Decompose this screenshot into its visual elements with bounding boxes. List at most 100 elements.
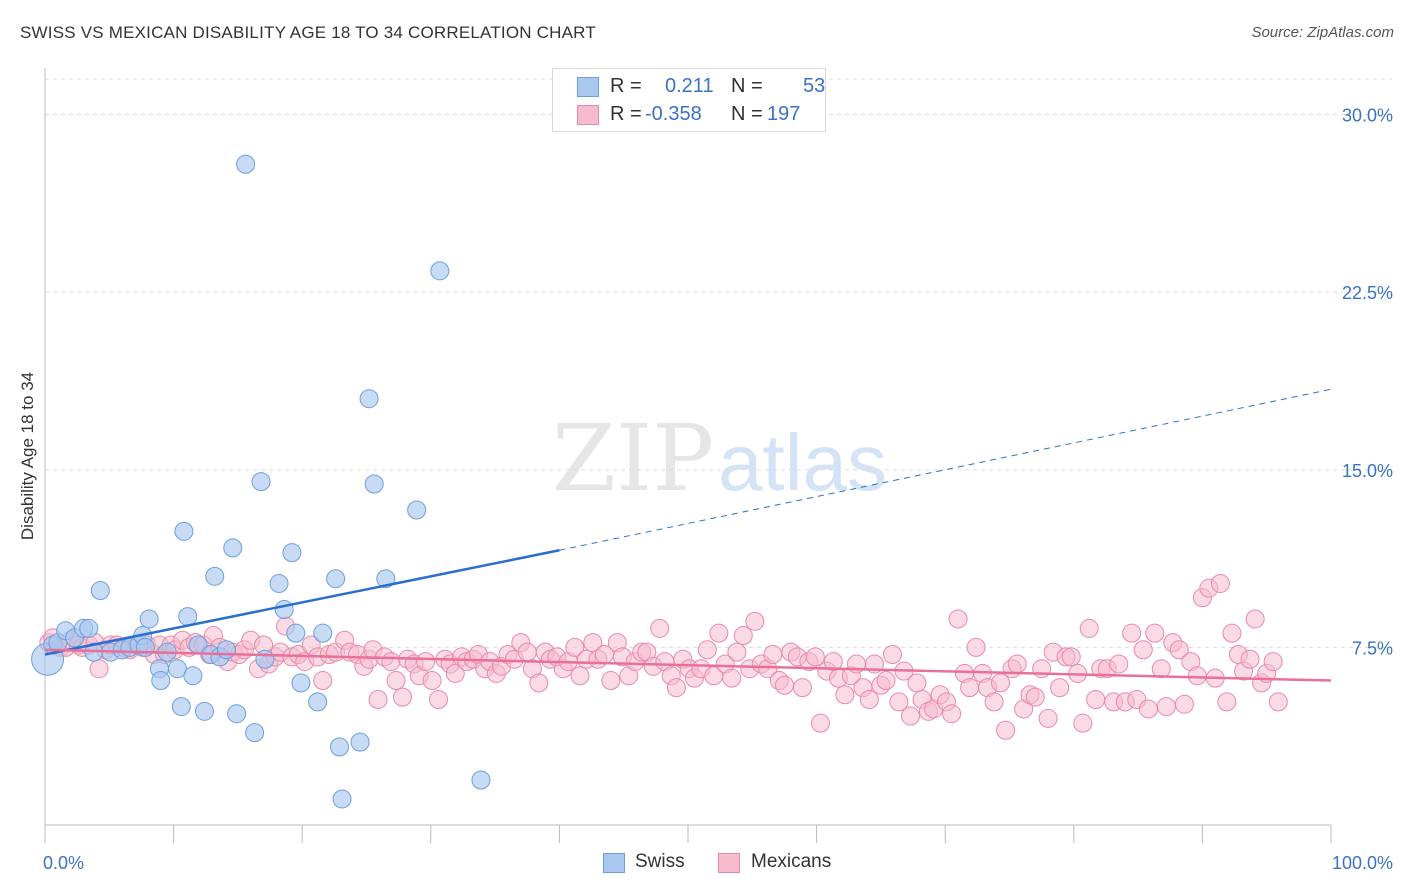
swiss-point bbox=[90, 581, 110, 601]
mexicans-point bbox=[733, 626, 753, 646]
swiss-point bbox=[194, 701, 214, 721]
mexicans-point bbox=[1222, 623, 1242, 643]
mexicans-point bbox=[835, 685, 855, 705]
mexicans-point bbox=[966, 637, 986, 657]
swiss-point bbox=[359, 389, 379, 409]
mexicans-point bbox=[810, 713, 830, 733]
mexicans-point bbox=[1138, 699, 1158, 719]
mexicans-point bbox=[907, 673, 927, 693]
swiss-point bbox=[205, 566, 225, 586]
swiss-point bbox=[364, 474, 384, 494]
swiss-point bbox=[151, 671, 171, 691]
swiss-point bbox=[286, 623, 306, 643]
swiss-trend-line bbox=[44, 549, 560, 656]
mexicans-point bbox=[745, 611, 765, 631]
mexicans-point bbox=[1263, 652, 1283, 672]
mexicans-point bbox=[601, 671, 621, 691]
mexicans-point bbox=[948, 609, 968, 629]
swiss-point bbox=[223, 538, 243, 558]
mexicans-point bbox=[1038, 708, 1058, 728]
mexicans-point bbox=[1245, 609, 1265, 629]
n-label: N = bbox=[731, 103, 763, 125]
mexicans-point bbox=[313, 671, 333, 691]
swiss-point bbox=[245, 723, 265, 743]
mexicans-point bbox=[445, 663, 465, 683]
swiss-point bbox=[236, 154, 256, 174]
mexicans-point bbox=[774, 675, 794, 695]
correlation-legend: R = 0.211 N = 53 R = -0.358 N = 197 bbox=[552, 68, 826, 132]
source-label: Source: ZipAtlas.com bbox=[1251, 24, 1394, 41]
mexicans-point bbox=[666, 678, 686, 698]
mexicans-point bbox=[422, 671, 442, 691]
mexicans-point bbox=[529, 673, 549, 693]
mexicans-point bbox=[393, 687, 413, 707]
watermark-atlas: atlas bbox=[718, 418, 887, 507]
swiss-point bbox=[79, 618, 99, 638]
mexicans-point bbox=[996, 720, 1016, 740]
tick-labels: 7.5% 15.0% 22.5% 30.0% 0.0% 100.0% bbox=[43, 106, 1393, 873]
mexicans-point bbox=[429, 689, 449, 709]
mexicans-point bbox=[1240, 649, 1260, 669]
swiss-point bbox=[183, 666, 203, 686]
mexicans-point bbox=[386, 671, 406, 691]
mexicans-point bbox=[805, 647, 825, 667]
mexicans-point bbox=[882, 644, 902, 664]
swiss-point bbox=[274, 599, 294, 619]
swiss-point bbox=[269, 573, 289, 593]
mexicans-point bbox=[1187, 666, 1207, 686]
mexicans-point bbox=[416, 652, 436, 672]
mexicans-trend-line bbox=[44, 648, 1332, 682]
y-tick-label: 30.0% bbox=[1342, 106, 1393, 126]
mexicans-point bbox=[709, 623, 729, 643]
mexicans-point bbox=[650, 618, 670, 638]
watermark-zip: ZIP bbox=[552, 405, 714, 512]
mexicans-point bbox=[960, 678, 980, 698]
mexicans-point bbox=[984, 692, 1004, 712]
mexicans-point bbox=[1174, 694, 1194, 714]
mexicans-point bbox=[1169, 640, 1189, 660]
swiss-point bbox=[135, 637, 155, 657]
mexicans-point bbox=[722, 668, 742, 688]
mexicans-point bbox=[1268, 692, 1288, 712]
y-tick-label: 15.0% bbox=[1342, 461, 1393, 481]
mexicans-point bbox=[1151, 659, 1171, 679]
n-label: N = bbox=[731, 75, 763, 97]
mexicans-point bbox=[1025, 687, 1045, 707]
mexicans-point bbox=[792, 678, 812, 698]
n-value: 53 bbox=[803, 75, 826, 97]
swiss-point bbox=[255, 649, 275, 669]
trend-lines bbox=[44, 388, 1332, 682]
swiss-point bbox=[139, 609, 159, 629]
r-label: R = bbox=[610, 103, 642, 125]
mexicans-point bbox=[990, 673, 1010, 693]
swiss-point bbox=[430, 261, 450, 281]
swiss-point bbox=[171, 697, 191, 717]
n-value: 197 bbox=[767, 103, 801, 125]
chart-title: SWISS VS MEXICAN DISABILITY AGE 18 TO 34… bbox=[20, 23, 596, 42]
mexicans-point bbox=[697, 640, 717, 660]
mexicans-point bbox=[1156, 697, 1176, 717]
mexicans-point bbox=[1210, 573, 1230, 593]
swiss-point bbox=[282, 543, 302, 563]
swiss-point bbox=[313, 623, 333, 643]
swiss-point bbox=[167, 659, 187, 679]
x-tick-label: 0.0% bbox=[43, 853, 84, 873]
mexicans-point bbox=[1122, 623, 1142, 643]
mexicans-point bbox=[876, 671, 896, 691]
mexicans-point bbox=[517, 642, 537, 662]
mexicans-point bbox=[1145, 623, 1165, 643]
swiss-point bbox=[308, 692, 328, 712]
mexicans-swatch bbox=[718, 853, 740, 873]
swiss-point bbox=[407, 500, 427, 520]
mexicans-point bbox=[1109, 654, 1129, 674]
y-tick-label: 22.5% bbox=[1342, 283, 1393, 303]
mexicans-point bbox=[1050, 678, 1070, 698]
mexicans-point bbox=[570, 666, 590, 686]
mexicans-point bbox=[368, 689, 388, 709]
swiss-point bbox=[350, 732, 370, 752]
mexicans-point bbox=[1073, 713, 1093, 733]
r-value: -0.358 bbox=[645, 103, 702, 125]
mexicans-point bbox=[1079, 618, 1099, 638]
mexicans-point bbox=[1086, 689, 1106, 709]
swiss-point bbox=[174, 521, 194, 541]
